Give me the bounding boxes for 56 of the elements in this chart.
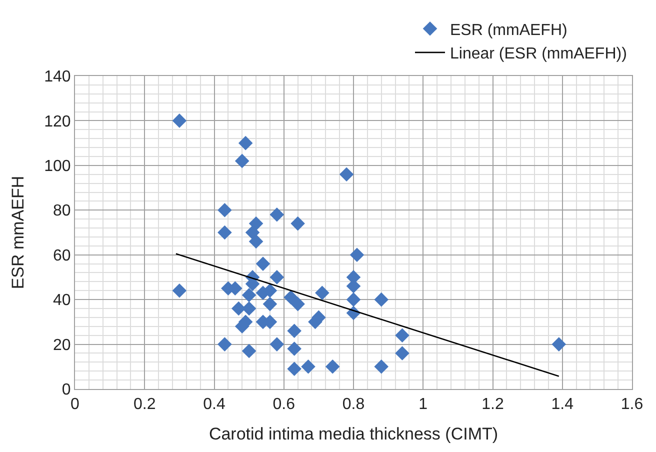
point xyxy=(234,154,250,168)
point xyxy=(374,359,388,374)
point xyxy=(395,328,410,342)
y-tick-label: 120 xyxy=(44,113,71,130)
y-tick-label: 0 xyxy=(62,382,71,399)
x-tick-label: 0.6 xyxy=(272,396,296,414)
point xyxy=(552,337,566,352)
point xyxy=(287,362,302,376)
x-tick-label: 1.6 xyxy=(620,396,644,414)
point xyxy=(242,344,256,358)
point xyxy=(248,216,264,231)
x-axis-title: Carotid intima media thickness (CIMT) xyxy=(208,424,498,444)
y-axis-title: ESR mmAEFH xyxy=(8,176,28,290)
point xyxy=(350,248,364,262)
point xyxy=(172,114,187,128)
legend-label: ESR (mmAEFH) xyxy=(450,22,568,39)
point xyxy=(218,337,232,352)
point xyxy=(284,290,298,304)
point xyxy=(301,359,316,374)
x-tick-label: 1 xyxy=(418,396,428,414)
point xyxy=(325,359,340,374)
x-tick-label: 1.2 xyxy=(482,396,504,414)
point xyxy=(270,337,284,352)
point xyxy=(242,288,256,302)
x-tick-label: 0.2 xyxy=(134,396,156,414)
y-tick-label: 140 xyxy=(44,68,71,86)
point xyxy=(218,225,232,240)
y-tick-label: 40 xyxy=(53,292,71,310)
point xyxy=(287,324,302,338)
point xyxy=(290,296,305,312)
point xyxy=(245,225,260,240)
y-tick-label: 100 xyxy=(44,158,71,176)
point xyxy=(218,202,232,218)
point xyxy=(256,256,270,271)
y-tick-label: 80 xyxy=(53,202,71,220)
x-tick-label: 0.8 xyxy=(342,396,365,414)
point xyxy=(262,296,278,312)
point xyxy=(242,301,256,316)
point xyxy=(374,292,388,307)
x-tick-label: 1.4 xyxy=(551,396,574,414)
point xyxy=(287,342,302,356)
point xyxy=(248,234,264,249)
point xyxy=(270,270,284,284)
point xyxy=(231,301,246,316)
point xyxy=(395,346,410,360)
point xyxy=(290,216,305,231)
point xyxy=(238,136,253,150)
point xyxy=(346,292,361,307)
point xyxy=(172,283,187,298)
x-tick-label: 0.4 xyxy=(203,396,226,414)
point xyxy=(339,167,354,182)
y-tick-label: 20 xyxy=(53,336,71,354)
point xyxy=(270,207,284,222)
legend-label: Linear (ESR (mmAEFH)) xyxy=(450,46,627,63)
point xyxy=(315,286,330,300)
y-tick-label: 60 xyxy=(53,247,71,264)
